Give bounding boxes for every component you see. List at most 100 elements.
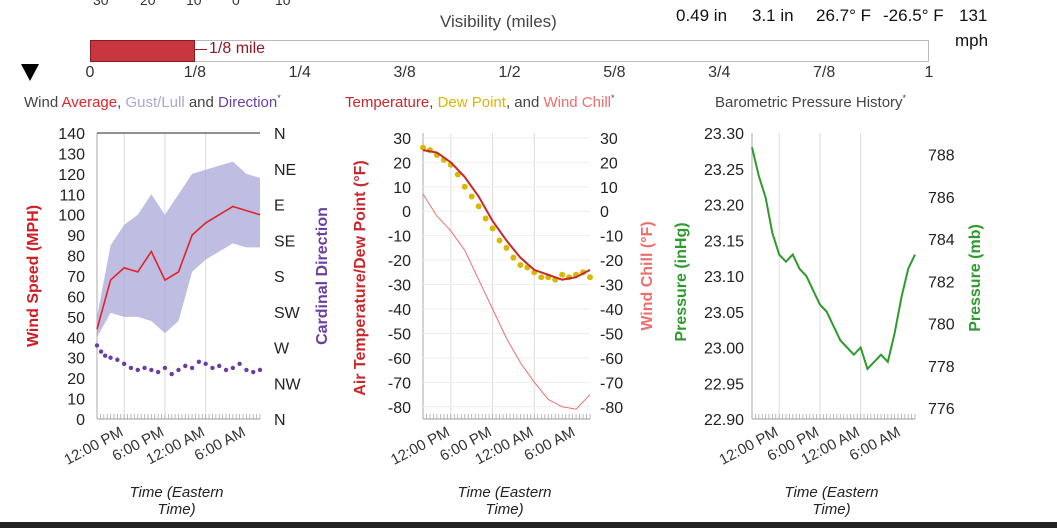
dew-point-point bbox=[559, 271, 566, 278]
visibility-tick-label: 5/8 bbox=[603, 64, 626, 81]
x-axis-title: Time (Eastern bbox=[784, 484, 878, 501]
direction-point bbox=[189, 365, 195, 371]
chart-title-part: Gust/Lull bbox=[125, 94, 185, 111]
x-axis-title: Time (Eastern bbox=[129, 484, 223, 501]
chart-title-part: , bbox=[429, 94, 438, 111]
direction-point bbox=[223, 367, 229, 373]
pressure-mb-axis-title: Pressure (mb) bbox=[967, 224, 984, 332]
visibility-tick-label: 1/8 bbox=[183, 64, 206, 81]
direction-point bbox=[155, 369, 161, 375]
y2-tick-label: -80 bbox=[600, 400, 623, 417]
y-tick-label: 60 bbox=[67, 289, 85, 306]
wind-y-axis-title: Wind Speed (MPH) bbox=[25, 205, 42, 347]
direction-point bbox=[149, 367, 154, 373]
y-tick-label: 130 bbox=[58, 146, 85, 163]
dew-point-point bbox=[475, 203, 482, 210]
dew-point-point bbox=[496, 237, 503, 244]
direction-point bbox=[210, 365, 215, 371]
y-tick-label: -50 bbox=[388, 326, 411, 343]
wind-chill-line bbox=[422, 193, 591, 410]
visibility-value-label: 1/8 mile bbox=[209, 40, 266, 57]
dew-point-point bbox=[420, 144, 426, 151]
y-tick-label: 140 bbox=[58, 126, 85, 143]
chart-title-part: , bbox=[117, 94, 126, 111]
cut-tick: 10 bbox=[275, 0, 291, 8]
direction-point bbox=[244, 367, 249, 373]
direction-tick-label: SE bbox=[274, 233, 295, 250]
cut-tick: 20 bbox=[140, 0, 156, 8]
y2-tick-label: -70 bbox=[600, 375, 623, 392]
visibility-tick-label: 3/8 bbox=[393, 64, 416, 81]
collapse-triangle-icon[interactable] bbox=[21, 64, 39, 81]
chart-title-part: Temperature bbox=[345, 94, 430, 111]
y-tick-label: 20 bbox=[393, 155, 411, 172]
wind-chill-stat: -26.5° F bbox=[883, 6, 944, 25]
y2-tick-label: 30 bbox=[600, 131, 618, 148]
direction-tick-label: NE bbox=[274, 162, 296, 179]
y2-tick-label: 780 bbox=[928, 317, 955, 334]
visibility-title: Visibility (miles) bbox=[440, 12, 557, 31]
chart-title-part: and bbox=[184, 94, 219, 111]
gust-lull-band bbox=[97, 161, 260, 338]
direction-point bbox=[237, 361, 242, 367]
y2-tick-label: 0 bbox=[600, 204, 609, 221]
chart-title-part: Barometric Pressure History bbox=[715, 94, 903, 111]
dew-point-point bbox=[482, 215, 489, 222]
y2-tick-label: 786 bbox=[928, 190, 955, 207]
direction-point bbox=[176, 367, 181, 373]
y-tick-label: 100 bbox=[58, 208, 85, 225]
x-axis-title: Time) bbox=[157, 501, 195, 518]
visibility-tick-label: 0 bbox=[85, 64, 95, 81]
footnote-asterisk: * bbox=[610, 93, 615, 103]
direction-point bbox=[251, 369, 256, 375]
x-axis-title: Time) bbox=[812, 501, 850, 518]
y-tick-label: -40 bbox=[388, 302, 411, 319]
dew-point-point bbox=[489, 225, 496, 232]
y-tick-label: -80 bbox=[388, 400, 411, 417]
dew-point-point bbox=[510, 254, 517, 261]
y-tick-label: 120 bbox=[58, 167, 85, 184]
footnote-asterisk: * bbox=[277, 93, 281, 103]
y2-tick-label: 788 bbox=[928, 148, 955, 165]
temperature-chart-title: Temperature, Dew Point, and Wind Chill* bbox=[345, 93, 615, 111]
dew-point-point bbox=[587, 274, 593, 281]
chart-title-part: Dew Point bbox=[437, 94, 506, 111]
chart-title-part: , and bbox=[505, 94, 544, 111]
y-tick-label: -20 bbox=[388, 253, 411, 270]
y2-tick-label: 778 bbox=[928, 359, 955, 376]
visibility-tick-label: 7/8 bbox=[813, 64, 836, 81]
y-tick-label: 22.95 bbox=[704, 376, 744, 393]
y-tick-label: 23.05 bbox=[704, 305, 744, 322]
direction-point bbox=[162, 365, 168, 371]
direction-point bbox=[135, 367, 140, 373]
y-tick-label: 22.90 bbox=[704, 412, 744, 429]
y2-tick-label: -30 bbox=[600, 278, 623, 295]
direction-tick-label: SW bbox=[274, 305, 301, 322]
y-tick-label: 50 bbox=[67, 310, 85, 327]
y-tick-label: 23.10 bbox=[704, 269, 744, 286]
visibility-bar-fill bbox=[90, 40, 195, 62]
y-tick-label: 23.30 bbox=[704, 126, 744, 143]
chart-title-part: Wind Chill bbox=[543, 94, 611, 111]
visibility-tick-label: 3/4 bbox=[708, 64, 731, 81]
y-tick-label: 40 bbox=[67, 330, 85, 347]
chart-title-part: Average bbox=[61, 94, 118, 111]
y-tick-label: -30 bbox=[388, 278, 411, 295]
wind-speed-stat: 131 bbox=[959, 6, 988, 25]
direction-point bbox=[183, 363, 188, 369]
y2-tick-label: -60 bbox=[600, 351, 623, 368]
dew-point-point bbox=[454, 171, 461, 178]
wind-average-line bbox=[96, 205, 261, 330]
y-tick-label: 110 bbox=[59, 187, 85, 204]
y-tick-label: 20 bbox=[67, 371, 85, 388]
direction-point bbox=[142, 365, 147, 371]
wind-chart-title: Wind Average, Gust/Lull and Direction* bbox=[24, 93, 281, 111]
direction-point bbox=[217, 363, 222, 369]
y2-tick-label: 20 bbox=[600, 155, 618, 172]
cut-tick: 30 bbox=[93, 0, 109, 8]
y-tick-label: 70 bbox=[67, 269, 85, 286]
y2-tick-label: -50 bbox=[600, 326, 623, 343]
y2-tick-label: -10 bbox=[600, 229, 623, 246]
rain-total-stat: 0.49 in bbox=[676, 6, 728, 25]
x-axis-title: Time) bbox=[485, 501, 523, 518]
